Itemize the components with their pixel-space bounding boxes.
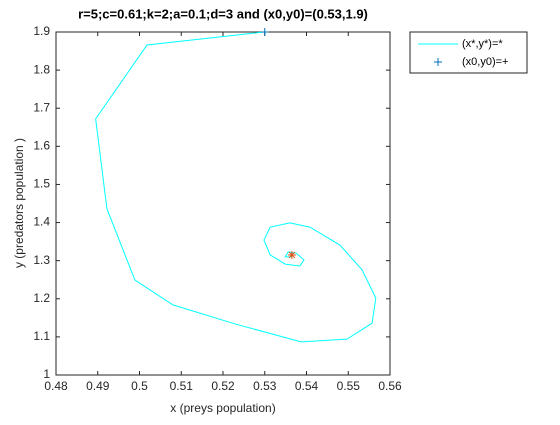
y-tick-label: 1.6	[33, 139, 50, 153]
equilibrium-marker	[287, 250, 296, 259]
x-tick-label: 0.54	[295, 379, 319, 393]
x-tick-label: 0.5	[131, 379, 148, 393]
y-tick-label: 1.3	[33, 253, 50, 267]
y-tick-label: 1.5	[33, 177, 50, 191]
trajectory-line	[95, 31, 377, 343]
x-tick-label: 0.53	[253, 379, 277, 393]
x-tick-label: 0.51	[170, 379, 194, 393]
y-tick-label: 1.2	[33, 291, 50, 305]
axes-box	[55, 31, 391, 376]
start-marker	[260, 28, 269, 36]
x-tick-label: 0.48	[44, 379, 68, 393]
x-tick-label: 0.56	[378, 379, 402, 393]
y-axis-label: y (predators population )	[12, 138, 26, 268]
y-tick-label: 1.1	[33, 329, 50, 343]
legend-marker	[434, 58, 442, 66]
y-tick-label: 1	[43, 367, 50, 381]
chart-title: r=5;c=0.61;k=2;a=0.1;d=3 and (x0,y0)=(0.…	[78, 6, 368, 21]
x-tick-label: 0.52	[211, 379, 235, 393]
x-axis-label: x (preys population)	[170, 401, 275, 415]
legend-label: (x*,y*)=*	[462, 38, 503, 50]
legend-box	[409, 31, 528, 74]
y-tick-label: 1.4	[33, 215, 50, 229]
x-tick-label: 0.55	[337, 379, 361, 393]
x-tick-label: 0.49	[86, 379, 110, 393]
legend-label: (x0,y0)=+	[462, 56, 508, 68]
y-tick-label: 1.7	[33, 100, 50, 114]
y-tick-label: 1.9	[33, 24, 50, 38]
y-tick-label: 1.8	[33, 62, 50, 76]
